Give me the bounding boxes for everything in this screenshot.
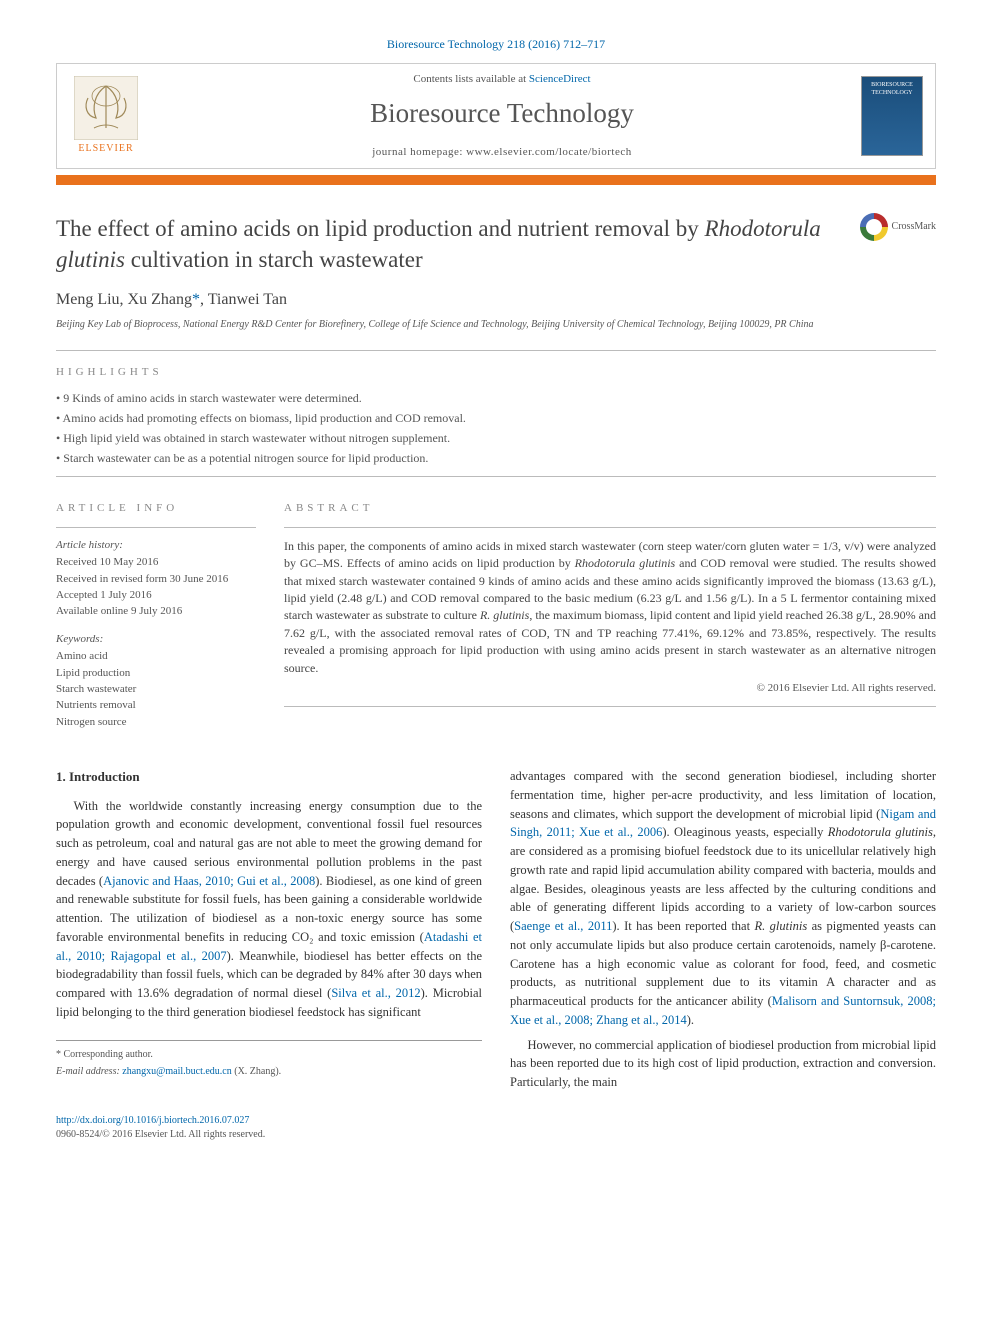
rule — [284, 706, 936, 707]
history-label: Article history: — [56, 538, 256, 553]
keywords-label: Keywords: — [56, 632, 256, 647]
abstract-species: Rhodotorula glutinis — [575, 556, 676, 570]
body-seg: advantages compared with the second gene… — [510, 769, 936, 821]
history-item: Accepted 1 July 2016 — [56, 588, 256, 603]
email-label: E-mail address: — [56, 1066, 122, 1077]
highlight-item: Amino acids had promoting effects on bio… — [56, 410, 936, 427]
keyword: Nitrogen source — [56, 715, 256, 730]
keyword: Starch wastewater — [56, 682, 256, 697]
body-para: However, no commercial application of bi… — [510, 1036, 936, 1092]
rule — [56, 476, 936, 477]
history-item: Received in revised form 30 June 2016 — [56, 572, 256, 587]
journal-header-banner: ELSEVIER Contents lists available at Sci… — [56, 63, 936, 170]
authors-rest: , Tianwei Tan — [200, 291, 287, 308]
issn-copyright: 0960-8524/© 2016 Elsevier Ltd. All right… — [56, 1128, 936, 1142]
rule — [56, 527, 256, 528]
doi-link[interactable]: http://dx.doi.org/10.1016/j.biortech.201… — [56, 1114, 936, 1128]
abstract-text: In this paper, the components of amino a… — [284, 538, 936, 677]
footnotes: * Corresponding author. E-mail address: … — [56, 1040, 482, 1079]
citation-link[interactable]: Ajanovic and Haas, 2010; Gui et al., 200… — [103, 874, 315, 888]
body-two-column: 1. Introduction With the worldwide const… — [56, 767, 936, 1098]
journal-homepage: journal homepage: www.elsevier.com/locat… — [143, 145, 861, 160]
abstract-label: ABSTRACT — [284, 501, 936, 516]
authors: Meng Liu, Xu Zhang*, Tianwei Tan — [56, 289, 936, 311]
body-seg: ). It has been reported that — [612, 919, 754, 933]
journal-cover-thumb: BIORESOURCE TECHNOLOGY — [861, 76, 923, 156]
article-info-column: ARTICLE INFO Article history: Received 1… — [56, 487, 256, 731]
keyword: Lipid production — [56, 666, 256, 681]
journal-name: Bioresource Technology — [143, 95, 861, 133]
contents-available-line: Contents lists available at ScienceDirec… — [143, 72, 861, 87]
keyword: Amino acid — [56, 649, 256, 664]
homepage-prefix: journal homepage: — [372, 146, 466, 158]
accent-bar — [56, 175, 936, 185]
title-part2: cultivation in starch wastewater — [125, 247, 423, 272]
highlights-label: HIGHLIGHTS — [56, 365, 936, 380]
intro-heading: 1. Introduction — [56, 767, 482, 787]
title-part1: The effect of amino acids on lipid produ… — [56, 216, 705, 241]
article-title: The effect of amino acids on lipid produ… — [56, 213, 860, 275]
body-species: R. glutinis — [755, 919, 808, 933]
copyright-line: © 2016 Elsevier Ltd. All rights reserved… — [284, 681, 936, 696]
keyword: Nutrients removal — [56, 698, 256, 713]
sciencedirect-link[interactable]: ScienceDirect — [529, 73, 591, 85]
elsevier-logo: ELSEVIER — [69, 76, 143, 156]
citation-link[interactable]: Silva et al., 2012 — [331, 986, 420, 1000]
highlights-block: HIGHLIGHTS 9 Kinds of amino acids in sta… — [56, 365, 936, 467]
body-col-right: advantages compared with the second gene… — [510, 767, 936, 1098]
history-item: Received 10 May 2016 — [56, 555, 256, 570]
elsevier-tree-icon — [74, 76, 138, 140]
journal-citation: Bioresource Technology 218 (2016) 712–71… — [56, 36, 936, 53]
elsevier-label: ELSEVIER — [69, 142, 143, 156]
email-name: (X. Zhang). — [232, 1066, 281, 1077]
homepage-url[interactable]: www.elsevier.com/locate/biortech — [466, 146, 632, 158]
affiliation: Beijing Key Lab of Bioprocess, National … — [56, 318, 936, 332]
history-item: Available online 9 July 2016 — [56, 604, 256, 619]
body-col-left: 1. Introduction With the worldwide const… — [56, 767, 482, 1098]
abstract-species: R. glutinis — [480, 608, 529, 622]
authors-main: Meng Liu, Xu Zhang — [56, 291, 192, 308]
article-info-label: ARTICLE INFO — [56, 501, 256, 516]
contents-prefix: Contents lists available at — [413, 73, 528, 85]
corresponding-marker: * — [192, 291, 200, 308]
citation-link[interactable]: Saenge et al., 2011 — [514, 919, 612, 933]
page-footer: http://dx.doi.org/10.1016/j.biortech.201… — [56, 1114, 936, 1142]
crossmark-icon — [860, 213, 888, 241]
abstract-column: ABSTRACT In this paper, the components o… — [284, 487, 936, 731]
highlight-item: 9 Kinds of amino acids in starch wastewa… — [56, 390, 936, 407]
highlight-item: Starch wastewater can be as a potential … — [56, 450, 936, 467]
body-seg: , are considered as a promising biofuel … — [510, 825, 936, 933]
email-link[interactable]: zhangxu@mail.buct.edu.cn — [122, 1066, 231, 1077]
body-species: Rhodotorula glutinis — [828, 825, 933, 839]
corresponding-author-note: * Corresponding author. — [56, 1047, 482, 1062]
crossmark-label: CrossMark — [892, 220, 936, 234]
rule — [284, 527, 936, 528]
highlight-item: High lipid yield was obtained in starch … — [56, 430, 936, 447]
body-seg: ). — [687, 1013, 694, 1027]
body-seg: ). Oleaginous yeasts, especially — [662, 825, 827, 839]
rule — [56, 350, 936, 351]
crossmark-widget[interactable]: CrossMark — [860, 213, 936, 241]
